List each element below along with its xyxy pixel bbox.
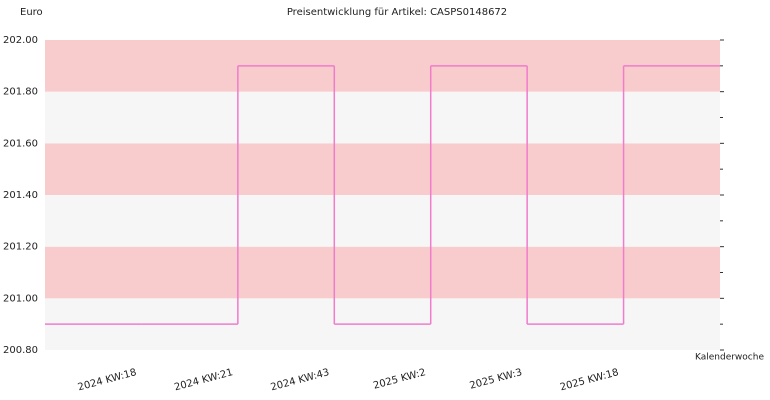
background-band bbox=[45, 40, 720, 92]
y-tick-label: 201.40 bbox=[3, 190, 38, 201]
x-tick-label: 2024 KW:43 bbox=[270, 367, 331, 393]
background-band bbox=[45, 91, 720, 144]
y-tick-label: 201.60 bbox=[3, 138, 38, 149]
x-tick-label: 2024 KW:18 bbox=[77, 367, 138, 393]
x-tick-label: 2025 KW:3 bbox=[469, 367, 524, 392]
background-band bbox=[45, 246, 720, 299]
background-band bbox=[45, 195, 720, 247]
y-tick-label: 201.00 bbox=[3, 293, 38, 304]
y-tick-label: 200.80 bbox=[3, 345, 38, 356]
x-tick-label: 2025 KW:18 bbox=[559, 367, 620, 393]
chart-title: Preisentwicklung für Artikel: CASPS01486… bbox=[287, 7, 507, 18]
x-tick-label: 2025 KW:2 bbox=[372, 367, 427, 392]
x-axis-label: Kalenderwoche bbox=[695, 353, 764, 363]
y-axis-label: Euro bbox=[20, 7, 43, 18]
y-tick-label: 201.20 bbox=[3, 242, 38, 253]
y-tick-label: 202.00 bbox=[3, 35, 38, 46]
background-band bbox=[45, 143, 720, 195]
y-tick-label: 201.80 bbox=[3, 87, 38, 98]
x-tick-label: 2024 KW:21 bbox=[173, 367, 234, 393]
